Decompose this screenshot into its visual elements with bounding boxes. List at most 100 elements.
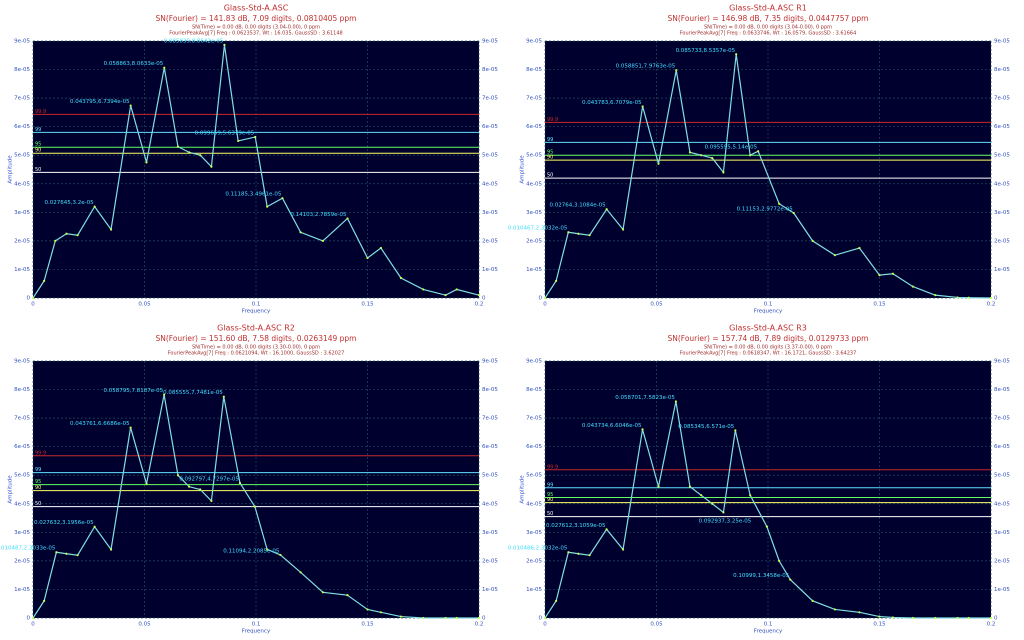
data-point (422, 288, 425, 291)
data-point (163, 393, 166, 396)
peak-annotation: 0.010467,2.3032e-05 (508, 226, 568, 232)
peak-annotation: 0.11094,2.2085e-05 (223, 548, 280, 554)
y2-tick-label: 5e-05 (482, 153, 498, 159)
data-point (833, 608, 837, 611)
peak-annotation: 0.11153,2.9772e-05 (737, 206, 794, 212)
y2-tick-label: 5e-05 (482, 473, 498, 479)
data-point (700, 494, 703, 497)
y-axis-label: Amplitude (520, 155, 526, 184)
y2-tick-label: 6e-05 (482, 444, 498, 450)
data-point (299, 571, 302, 574)
data-point (266, 205, 269, 208)
y2-tick-label: 1e-05 (994, 267, 1010, 273)
data-point (109, 228, 113, 231)
peak-annotation: 0.058795,7.8187e-05 (104, 388, 164, 394)
y2-tick-label: 9e-05 (994, 359, 1010, 365)
y-tick-label: 1e-05 (526, 267, 542, 273)
x-tick-label: 0.05 (138, 622, 151, 628)
x-tick-label: 0.05 (650, 302, 663, 308)
threshold-label: 95 (547, 492, 553, 498)
y-tick-label: 3e-05 (14, 530, 30, 536)
peak-annotation: 0.043795,6.7394e-05 (70, 99, 130, 105)
y2-tick-label: 6e-05 (994, 444, 1010, 450)
data-point (210, 499, 213, 503)
data-point (477, 294, 481, 297)
data-point (299, 231, 302, 234)
y2-tick-label: 1e-05 (482, 267, 498, 273)
data-point (54, 239, 57, 242)
data-point (346, 594, 349, 597)
chart-subtitle: SN(Fourier) = 141.83 dB, 7.09 digits, 0.… (156, 14, 357, 23)
data-point (811, 239, 814, 242)
y-tick-label: 5e-05 (526, 153, 542, 159)
threshold-label: 95 (35, 142, 41, 148)
y2-tick-label: 0 (482, 616, 486, 622)
chart-title: Glass-Std-A.ASC R1 (729, 4, 807, 13)
data-point (65, 552, 68, 555)
y-tick-label: 4e-05 (526, 181, 542, 187)
data-point (605, 208, 608, 211)
y-tick-label: 2e-05 (14, 558, 30, 564)
y-tick-label: 3e-05 (526, 210, 542, 216)
data-point (199, 154, 202, 157)
chart-subtitle: FourierPeakAvg[7] Freq : 0.0621094, Wt :… (168, 351, 345, 357)
y-tick-label: 6e-05 (526, 124, 542, 130)
peak-annotation: 0.092797,4.7297e-05 (179, 476, 239, 482)
data-point (188, 485, 191, 488)
y-tick-label: 2e-05 (526, 558, 542, 564)
data-point (237, 139, 240, 143)
data-point (223, 43, 226, 46)
data-point (567, 551, 570, 554)
x-axis-label: Frequency (754, 629, 783, 635)
y2-tick-label: 8e-05 (482, 67, 498, 73)
x-tick-label: 0.2 (987, 302, 996, 308)
chart-title: Glass-Std-A.ASC R3 (729, 324, 807, 333)
chart-subtitle: SN(Time) = 0.00 dB, 0.00 digits (3.30-0.… (192, 345, 320, 351)
y-axis-label: Amplitude (520, 475, 526, 504)
data-point (477, 616, 481, 620)
y2-tick-label: 3e-05 (994, 530, 1010, 536)
data-point (31, 616, 35, 620)
y-tick-label: 0 (27, 296, 31, 302)
data-point (321, 239, 324, 242)
y-tick-label: 8e-05 (14, 387, 30, 393)
x-tick-label: 0 (31, 302, 35, 308)
data-point (734, 429, 737, 432)
data-point (422, 616, 425, 620)
data-point (543, 296, 547, 300)
y-tick-label: 7e-05 (14, 416, 30, 422)
data-point (967, 296, 970, 299)
y2-tick-label: 5e-05 (994, 473, 1010, 479)
data-point (675, 69, 678, 72)
y-tick-label: 6e-05 (14, 444, 30, 450)
y2-tick-label: 0 (994, 296, 998, 302)
peak-annotation: 0.058863,8.0633e-05 (104, 61, 164, 67)
data-point (31, 296, 35, 300)
data-point (989, 296, 993, 300)
data-point (543, 616, 547, 620)
y2-tick-label: 1e-05 (994, 587, 1010, 593)
x-tick-label: 0.15 (361, 622, 374, 628)
peak-annotation: 0.043783,6.7079e-05 (582, 100, 642, 106)
data-point (891, 616, 894, 619)
data-point (76, 554, 79, 557)
x-tick-label: 0.15 (361, 302, 374, 308)
y2-tick-label: 6e-05 (482, 124, 498, 130)
y2-tick-label: 8e-05 (482, 387, 498, 393)
y2-tick-label: 6e-05 (994, 124, 1010, 130)
data-point (749, 154, 752, 157)
y2-tick-label: 0 (482, 296, 486, 302)
x-tick-label: 0.1 (252, 302, 261, 308)
y-tick-label: 9e-05 (526, 39, 542, 45)
chart-subtitle: SN(Time) = 0.00 dB, 0.00 digits (3.04-0.… (192, 25, 320, 31)
data-point (934, 294, 937, 297)
x-tick-label: 0 (543, 622, 547, 628)
data-point (588, 554, 591, 557)
data-point (281, 197, 284, 200)
threshold-label: 99 (35, 467, 41, 473)
chart-subtitle: FourierPeakAvg[7] Freq : 0.0618347, Wt :… (680, 351, 857, 357)
data-point (911, 285, 915, 288)
